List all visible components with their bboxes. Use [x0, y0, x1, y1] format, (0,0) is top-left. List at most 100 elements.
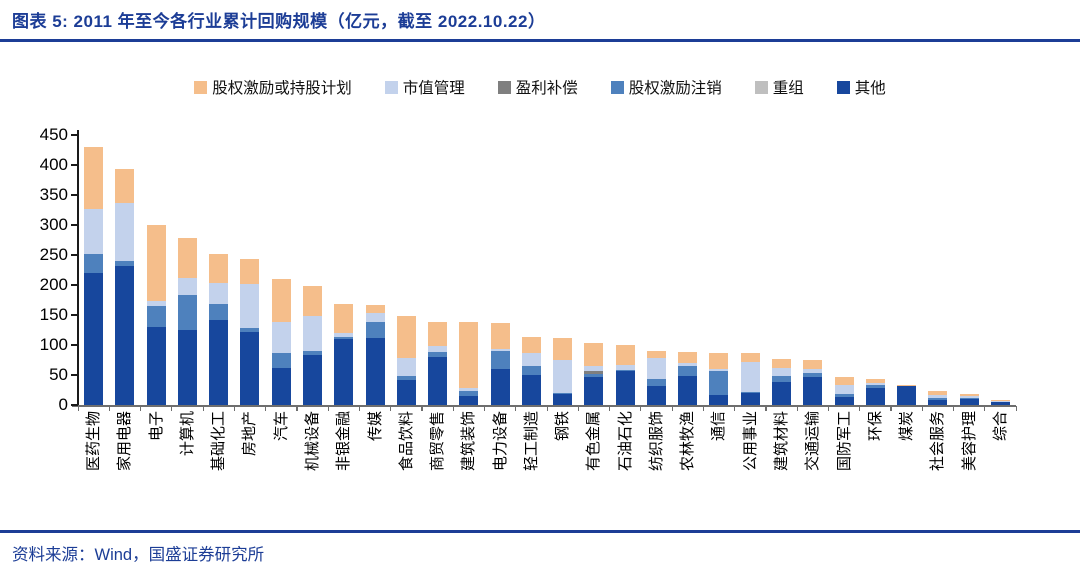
legend-swatch-icon	[610, 80, 624, 94]
x-axis-label-text: 交通运输	[804, 411, 822, 472]
x-axis-tick	[827, 406, 830, 411]
bar-segment-股权激励注销	[84, 253, 104, 273]
legend-label: 盈利补偿	[515, 80, 578, 97]
x-axis-tick	[171, 406, 173, 411]
y-axis-label: 400	[39, 155, 68, 174]
x-axis-tick	[77, 406, 79, 411]
bar-segment-股权激励或持股计划	[428, 322, 448, 347]
x-axis-tick	[546, 406, 548, 411]
bar-segment-其他	[84, 273, 104, 405]
x-axis-tick	[140, 406, 142, 411]
x-axis-label-text: 有色金属	[585, 411, 603, 472]
legend-label: 股权激励注销	[628, 80, 722, 97]
bar-segment-股权激励或持股计划	[553, 338, 573, 360]
x-axis-label-text: 房地产	[241, 411, 259, 457]
x-axis-tick	[265, 406, 267, 411]
x-axis-tick	[859, 406, 861, 411]
bar-segment-其他	[553, 394, 573, 405]
x-axis-tick	[452, 406, 454, 411]
y-axis-line	[77, 130, 79, 406]
bar-segment-其他	[240, 332, 260, 405]
y-axis-label: 300	[39, 215, 68, 234]
bar-segment-市值管理	[928, 395, 948, 399]
bar-segment-股权激励注销	[740, 391, 760, 393]
bar-segment-股权激励注销	[240, 327, 260, 333]
bar-segment-股权激励注销	[271, 353, 291, 369]
bar-segment-市值管理	[897, 385, 917, 386]
bar-segment-股权激励注销	[834, 394, 854, 398]
x-axis-line	[72, 405, 1016, 407]
bar-segment-股权激励或持股计划	[521, 337, 541, 353]
bar-segment-股权激励注销	[428, 351, 448, 357]
bar-segment-股权激励注销	[865, 385, 885, 388]
x-axis-label-text: 综合	[991, 411, 1009, 442]
x-axis-tick	[702, 406, 705, 411]
y-axis-label: 100	[39, 335, 68, 354]
legend-swatch-icon	[384, 80, 398, 94]
x-axis-tick	[1015, 406, 1017, 411]
bar-segment-其他	[897, 385, 917, 405]
bar-segment-市值管理	[521, 352, 541, 366]
x-axis-label-text: 纺织服饰	[647, 411, 665, 472]
bar-segment-股权激励注销	[678, 366, 698, 376]
x-axis-tick	[515, 406, 517, 411]
x-axis-label-text: 电子	[147, 411, 165, 442]
y-axis-tick	[71, 314, 78, 316]
bar-segment-市值管理	[396, 357, 416, 377]
bar-segment-市值管理	[271, 321, 291, 354]
x-axis-tick	[890, 406, 892, 411]
x-axis-tick	[421, 406, 423, 411]
bar-segment-市值管理	[646, 357, 666, 380]
bar-segment-其他	[396, 380, 416, 405]
bar-segment-市值管理	[615, 364, 635, 370]
bar-segment-市值管理	[772, 367, 791, 377]
bar-segment-其他	[115, 265, 135, 405]
bar-segment-股权激励或持股计划	[209, 254, 229, 283]
bar-segment-其他	[615, 371, 635, 405]
y-axis-label: 150	[39, 305, 68, 324]
bar-segment-股权激励或持股计划	[897, 384, 917, 386]
x-axis-tick	[765, 406, 767, 411]
bar-segment-股权激励或持股计划	[928, 390, 948, 396]
bar-segment-其他	[490, 369, 510, 405]
bar-segment-股权激励或持股计划	[615, 345, 635, 365]
x-axis-label-text: 钢铁	[554, 411, 572, 442]
bar-segment-市值管理	[678, 363, 698, 366]
x-axis-label-text: 国防军工	[835, 411, 853, 472]
bar-segment-股权激励或持股计划	[303, 285, 322, 316]
bar-segment-其他	[177, 330, 197, 405]
bar-segment-股权激励注销	[459, 391, 479, 396]
bar-segment-股权激励注销	[772, 376, 791, 383]
y-axis-tick	[71, 404, 78, 406]
legend-label: 市值管理	[402, 80, 465, 97]
bar-segment-市值管理	[959, 396, 979, 399]
y-axis-label: 350	[39, 185, 68, 204]
bar-segment-市值管理	[459, 388, 479, 392]
bar-segment-其他	[772, 382, 791, 405]
y-axis-tick	[71, 344, 78, 346]
bar-segment-股权激励注销	[803, 372, 823, 378]
bar-segment-股权激励或持股计划	[772, 359, 791, 368]
bar-segment-股权激励注销	[396, 376, 416, 381]
x-axis-label-text: 轻工制造	[522, 411, 540, 472]
bar-segment-其他	[990, 402, 1010, 405]
bar-segment-股权激励或持股计划	[990, 399, 1010, 401]
x-axis-tick	[358, 406, 361, 411]
bar-segment-其他	[303, 354, 322, 405]
y-axis-label: 0	[58, 395, 68, 414]
bar-segment-市值管理	[990, 400, 1010, 402]
bar-segment-其他	[209, 319, 229, 405]
legend-item-5: 其他	[836, 76, 886, 98]
y-axis-tick	[71, 134, 78, 136]
y-axis-label: 450	[39, 125, 68, 144]
bar-segment-其他	[959, 399, 979, 405]
bar-segment-其他	[428, 357, 448, 405]
bar-segment-股权激励或持股计划	[396, 316, 416, 358]
legend-swatch-icon	[754, 80, 768, 94]
x-axis-label-text: 家用电器	[116, 411, 134, 472]
bar-segment-股权激励或持股计划	[678, 352, 698, 363]
x-axis-tick	[233, 406, 236, 411]
bar-segment-市值管理	[740, 361, 760, 392]
bar-segment-股权激励注销	[615, 369, 635, 372]
